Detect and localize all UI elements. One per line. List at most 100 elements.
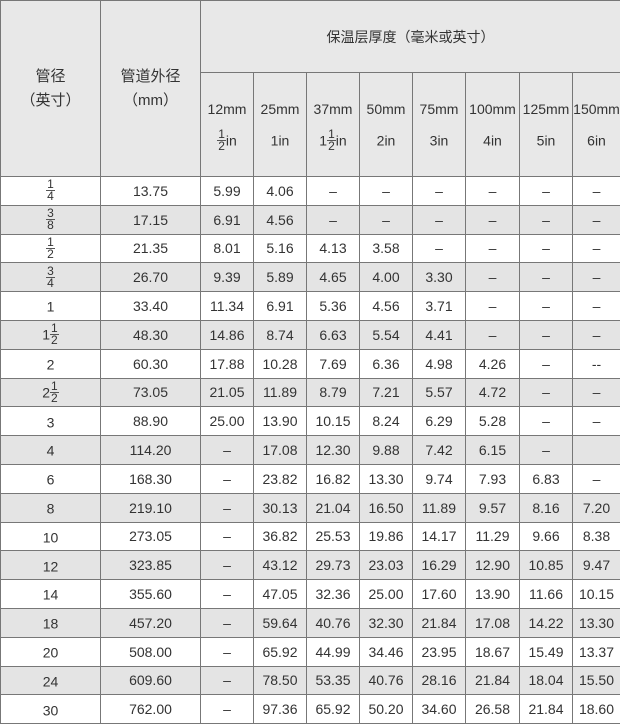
thickness-value-cell: 34.60: [412, 694, 466, 725]
thickness-column-header: 75mm 3in: [412, 72, 466, 177]
thickness-value-cell: –: [519, 262, 573, 293]
numerator: 1: [217, 126, 226, 141]
inch-unit: in: [384, 132, 396, 149]
thickness-value-cell: 16.29: [412, 550, 466, 581]
numerator: 3: [46, 263, 55, 278]
thickness-value-cell: –: [412, 176, 466, 206]
thickness-value-cell: –: [200, 435, 254, 465]
whole-number: 6: [46, 471, 55, 488]
thickness-value-cell: 8.79: [306, 377, 360, 408]
table-row: 1 1 2 48.30 14.86 8.74 6.63 5.54 4.41– – –: [0, 319, 620, 350]
thickness-value-cell: –: [519, 319, 573, 350]
thickness-value-cell: 8.24: [359, 406, 413, 437]
table-row: 1 33.40 11.34 6.91 5.36 4.56 3.71– – –: [0, 291, 620, 321]
thickness-value-cell: 9.47: [572, 550, 620, 581]
thickness-value-cell: 43.12: [253, 550, 307, 581]
outer-diameter-header: 管道外径 （mm）: [100, 0, 201, 177]
inch-unit: in: [490, 132, 502, 149]
thickness-value-cell: 59.64: [253, 607, 307, 638]
thickness-value-cell: 5.28: [465, 406, 520, 437]
thickness-value-cell: –: [412, 204, 466, 235]
thickness-value-cell: 6.15: [465, 435, 520, 465]
inch-unit: in: [225, 132, 237, 149]
thickness-value-cell: 78.50: [253, 665, 307, 696]
thickness-value-cell: –: [572, 319, 620, 350]
thickness-value-cell: 16.82: [306, 463, 360, 494]
pipe-size-cell: 24: [0, 665, 101, 696]
whole-number: 1: [42, 326, 51, 343]
thickness-value-cell: 13.90: [253, 406, 307, 437]
denominator: 2: [51, 390, 58, 405]
whole-number: 5: [536, 132, 545, 149]
thickness-mm: 37mm: [313, 100, 353, 117]
inch-unit: in: [544, 132, 556, 149]
thickness-mm: 100mm: [469, 100, 516, 117]
thickness-value-cell: 19.86: [359, 521, 413, 552]
thickness-value-cell: 7.93: [465, 463, 520, 494]
pipe-size-cell: 10: [0, 521, 101, 552]
outer-diameter-cell: 273.05: [100, 521, 201, 552]
thickness-value-cell: –: [572, 377, 620, 408]
outer-diameter-unit: （mm）: [123, 91, 178, 109]
thickness-value-cell: 9.74: [412, 463, 466, 494]
thickness-value-cell: –: [200, 579, 254, 609]
numerator: 1: [46, 177, 55, 192]
thickness-header: 保温层厚度（毫米或英寸）: [200, 0, 620, 73]
thickness-value-cell: 6.91: [200, 204, 254, 235]
thickness-value-cell: –: [519, 406, 573, 437]
thickness-value-cell: 10.15: [306, 406, 360, 437]
thickness-value-cell: 47.05: [253, 579, 307, 609]
table-row: 2 1 2 73.05 21.05 11.89 8.79 7.21 5.57 4.72– –: [0, 377, 620, 408]
thickness-value-cell: 12.30: [306, 435, 360, 465]
thickness-value-cell: –: [572, 233, 620, 264]
thickness-value-cell: 23.03: [359, 550, 413, 581]
thickness-value-cell: 13.30: [359, 463, 413, 494]
pipe-size-cell: 30: [0, 694, 101, 725]
thickness-value-cell: 21.04: [306, 492, 360, 523]
thickness-column-header: 125mm 5in: [519, 72, 573, 177]
pipe-size-label: 管径: [35, 67, 66, 85]
whole-number: 20: [42, 644, 59, 661]
thickness-value-cell: –: [465, 262, 520, 293]
inch-unit: in: [437, 132, 449, 149]
pipe-size-cell: 14: [0, 579, 101, 609]
thickness-mm: 125mm: [522, 100, 570, 117]
thickness-column-header: 12mm 1 2 in: [200, 72, 254, 177]
whole-number: 1: [46, 298, 55, 315]
pipe-size-cell: 8: [0, 492, 101, 523]
thickness-value-cell: 15.50: [572, 665, 620, 696]
denominator: 2: [328, 138, 335, 153]
thickness-value-cell: 16.50: [359, 492, 413, 523]
thickness-value-cell: 7.21: [359, 377, 413, 408]
thickness-inch: 1in: [254, 124, 306, 155]
thickness-value-cell: 11.34: [200, 291, 254, 321]
thickness-value-cell: 21.84: [412, 607, 466, 638]
thickness-value-cell: 14.22: [519, 607, 573, 638]
thickness-value-cell: 9.66: [519, 521, 573, 552]
thickness-value-cell: –: [465, 176, 520, 206]
thickness-column-header: 25mm 1in: [253, 72, 307, 177]
thickness-value-cell: 11.89: [412, 492, 466, 523]
denominator: 2: [47, 246, 54, 261]
thickness-value-cell: 4.65: [306, 262, 360, 293]
thickness-value-cell: 4.56: [359, 291, 413, 321]
thickness-value-cell: 8.16: [519, 492, 573, 523]
outer-diameter-cell: 355.60: [100, 579, 201, 609]
thickness-value-cell: 5.54: [359, 319, 413, 350]
thickness-value-cell: –: [200, 694, 254, 725]
whole-number: 12: [42, 557, 59, 574]
thickness-value-cell: 17.60: [412, 579, 466, 609]
table-row: 4 114.20–17.08 12.30 9.88 7.42 6.15–: [0, 435, 620, 465]
thickness-value-cell: –: [306, 204, 360, 235]
thickness-value-cell: 14.17: [412, 521, 466, 552]
outer-diameter-cell: 114.20: [100, 435, 201, 465]
thickness-value-cell: 18.67: [465, 636, 520, 667]
thickness-value-cell: 11.29: [465, 521, 520, 552]
thickness-value-cell: –: [572, 176, 620, 206]
denominator: 4: [47, 189, 54, 204]
whole-number: 2: [46, 356, 55, 373]
thickness-value-cell: 17.08: [465, 607, 520, 638]
